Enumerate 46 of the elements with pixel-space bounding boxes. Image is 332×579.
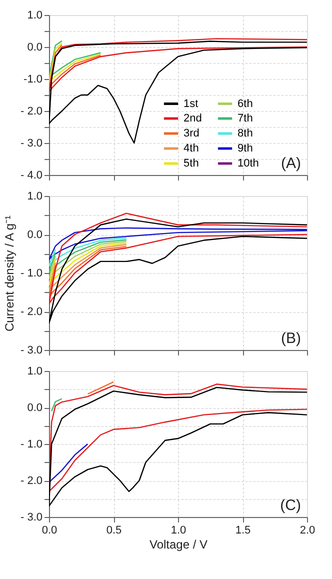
y-tick-label: 1.0 xyxy=(27,10,42,22)
line-series xyxy=(49,246,127,298)
y-tick-label: - 3.0 xyxy=(20,138,42,150)
legend-label: 4th xyxy=(184,142,199,154)
y-tick-label: - 1.0 xyxy=(20,268,42,280)
line-series xyxy=(49,237,127,266)
y-tick-label: -1.0 xyxy=(24,74,42,86)
legend-label: 3rd xyxy=(184,128,200,140)
y-tick-label: - 2.0 xyxy=(20,106,42,118)
y-tick-label: 0.0 xyxy=(27,42,42,54)
y-tick-label: - 4.0 xyxy=(20,170,42,182)
y-tick-label: - 2.0 xyxy=(20,306,42,318)
x-tick-label: 1.0 xyxy=(170,524,186,536)
y-tick-label: 1.0 xyxy=(27,190,42,202)
annotation: (B) xyxy=(281,330,301,347)
line-series xyxy=(49,240,127,279)
legend-label: 9th xyxy=(238,142,253,154)
y-tick-label: - 1.0 xyxy=(20,438,42,450)
y-tick-label: - 2.0 xyxy=(20,475,42,487)
legend-label: 10th xyxy=(238,158,259,170)
legend-label: 6th xyxy=(238,98,253,110)
x-tick-label: 2.0 xyxy=(300,524,316,536)
y-tick-label: - 3.0 xyxy=(20,512,42,524)
line-series xyxy=(49,212,307,304)
legend-label: 8th xyxy=(238,128,253,140)
line-series xyxy=(49,40,307,144)
line-series xyxy=(49,227,307,260)
y-tick-label: 0.0 xyxy=(27,402,42,414)
annotation: (A) xyxy=(281,155,301,172)
legend-label: 2nd xyxy=(184,112,202,124)
y-tick-label: 1.0 xyxy=(27,366,42,378)
x-tick-label: 0.5 xyxy=(106,524,122,536)
legend-label: 1st xyxy=(184,98,198,110)
annotation: (C) xyxy=(280,497,301,514)
legend-label: 5th xyxy=(184,158,199,170)
y-tick-label: 0.0 xyxy=(27,229,42,241)
line-series xyxy=(49,239,127,273)
x-tick-label: 0.0 xyxy=(42,524,58,536)
y-axis-title: Current density / A g⁻¹ xyxy=(2,215,16,332)
x-axis-title: Voltage / V xyxy=(149,538,208,552)
legend-label: 7th xyxy=(238,112,253,124)
x-tick-label: 1.5 xyxy=(235,524,251,536)
y-tick-label: - 3.0 xyxy=(20,344,42,356)
line-series xyxy=(49,443,88,483)
line-series xyxy=(49,38,307,92)
line-series xyxy=(49,218,307,324)
